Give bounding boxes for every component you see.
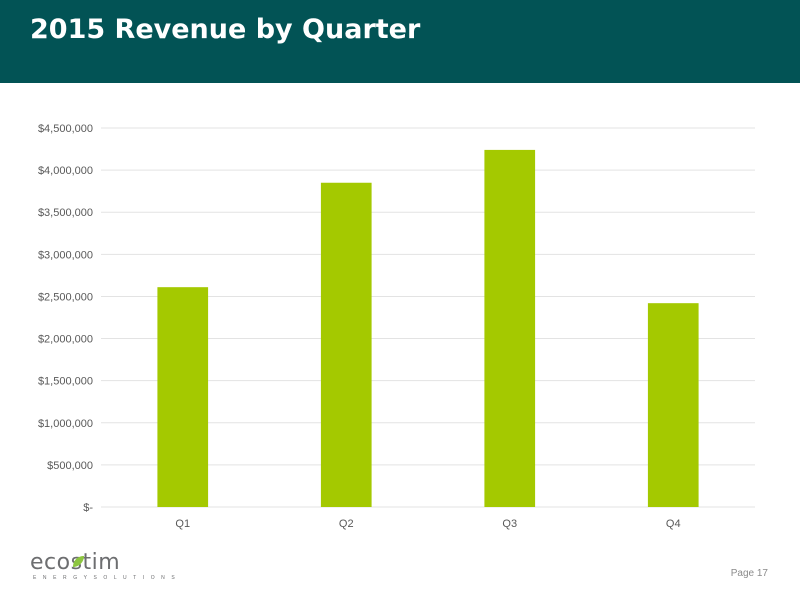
y-tick-label: $500,000 bbox=[47, 460, 93, 472]
revenue-bar-chart: $- $500,000 $1,000,000 $1,500,000 $2,000,000… bbox=[0, 100, 800, 540]
y-tick-label: $1,500,000 bbox=[38, 376, 93, 388]
y-tick-label: $1,000,000 bbox=[38, 418, 93, 430]
title-bar: 2015 Revenue by Quarter bbox=[0, 0, 800, 83]
y-tick-label: $4,000,000 bbox=[38, 165, 93, 177]
y-tick-label: $- bbox=[83, 502, 93, 514]
bar-q4 bbox=[647, 303, 699, 507]
x-tick-label: Q4 bbox=[666, 518, 681, 530]
y-tick-label: $2,000,000 bbox=[38, 334, 93, 346]
chart-svg: $- $500,000 $1,000,000 $1,500,000 $2,000,000… bbox=[38, 123, 755, 530]
y-tick-label: $3,500,000 bbox=[38, 207, 93, 219]
y-tick-label: $4,500,000 bbox=[38, 123, 93, 135]
x-tick-label: Q1 bbox=[175, 518, 190, 530]
leaf-icon bbox=[73, 556, 84, 567]
x-tick-label: Q3 bbox=[502, 518, 517, 530]
bar-q1 bbox=[157, 287, 209, 507]
page-number: Page 17 bbox=[730, 568, 768, 579]
slide-title: 2015 Revenue by Quarter bbox=[30, 14, 421, 45]
logo-tagline: E N E R G Y S O L U T I O N S bbox=[33, 575, 178, 581]
bar-q2 bbox=[320, 182, 372, 507]
company-logo: ecostim E N E R G Y S O L U T I O N S bbox=[30, 552, 175, 586]
x-tick-label: Q2 bbox=[339, 518, 354, 530]
y-tick-label: $2,500,000 bbox=[38, 291, 93, 303]
y-tick-label: $3,000,000 bbox=[38, 249, 93, 261]
bar-q3 bbox=[484, 149, 536, 508]
